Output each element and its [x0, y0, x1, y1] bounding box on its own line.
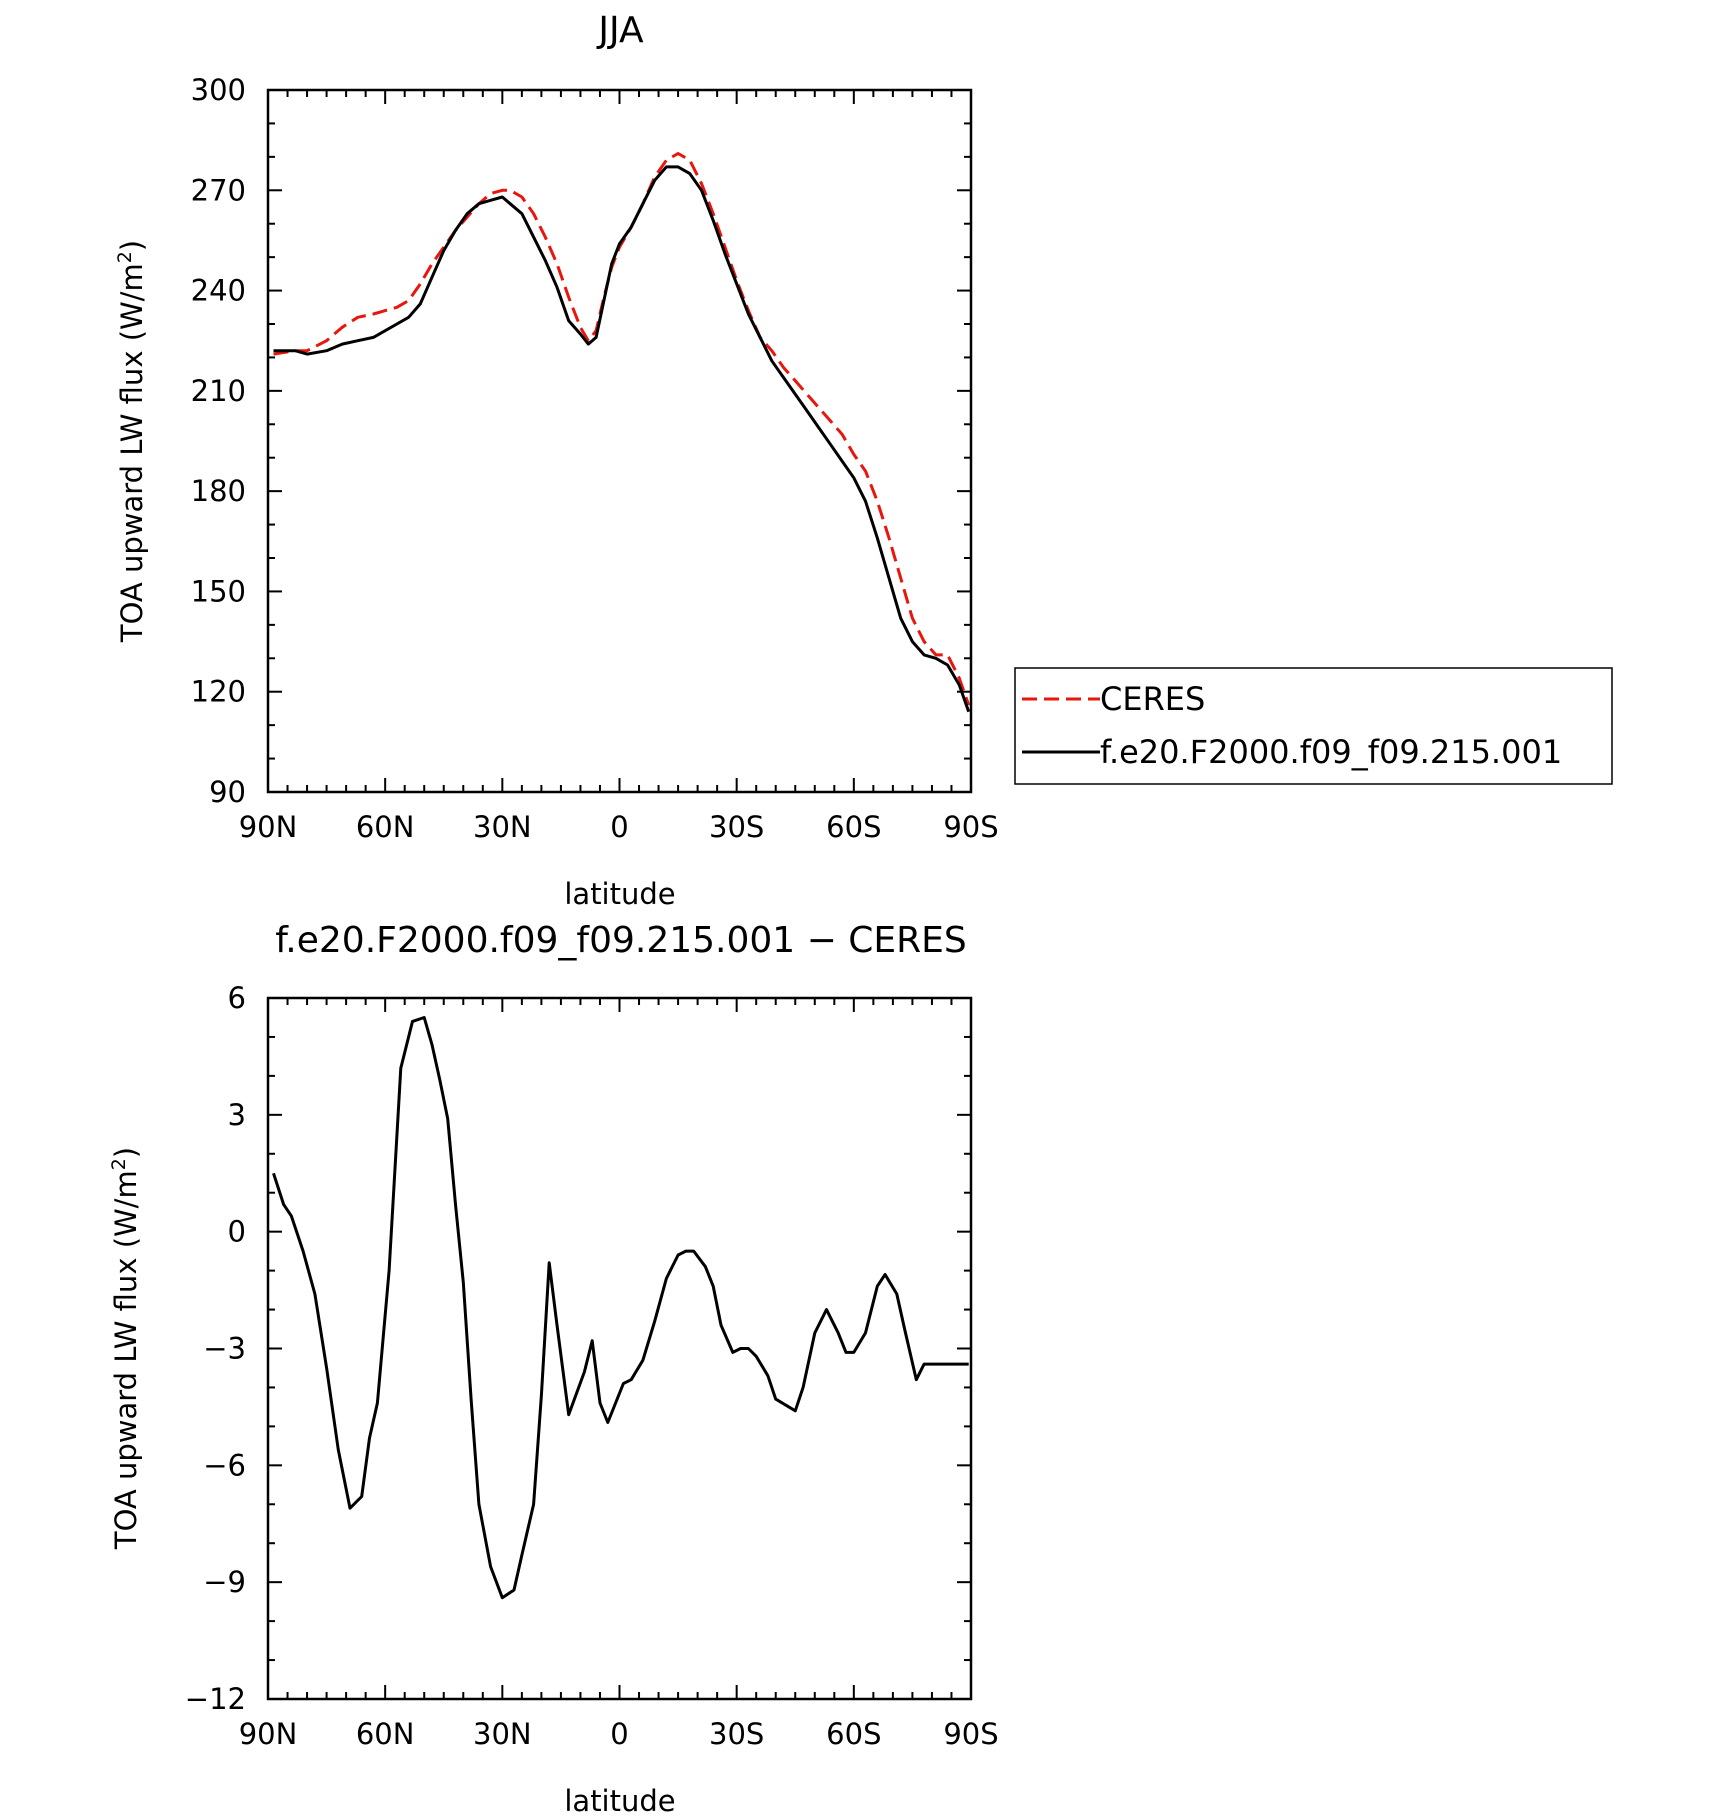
bottom-x-tick-label: 0: [610, 1717, 628, 1751]
top-y-tick-label: 270: [191, 173, 246, 207]
top-y-tick-label: 180: [191, 474, 246, 508]
top-chart-frame: [266, 88, 973, 794]
bottom-y-tick-label: 3: [228, 1098, 246, 1132]
top-chart-series: [273, 152, 971, 713]
bottom-series-line-0: [272, 1016, 969, 1600]
bottom-y-tick-label: 6: [228, 981, 246, 1015]
top-chart-ylabel-main: TOA upward LW flux (W/m: [115, 263, 149, 643]
bottom-y-tick-label: −12: [185, 1682, 246, 1716]
legend: CERES f.e20.F2000.f09_f09.215.001: [1014, 667, 1613, 785]
top-x-tick-label: 60S: [826, 810, 881, 844]
bottom-chart-series: [272, 1016, 969, 1600]
bottom-x-tick-label: 90N: [239, 1717, 298, 1751]
bottom-chart-ylabel-main: TOA upward LW flux (W/m: [109, 1170, 143, 1550]
top-chart-ylabel-close: ): [115, 240, 149, 251]
bottom-chart-xlabel: latitude: [564, 1784, 675, 1816]
bottom-x-tick-label: 60S: [826, 1717, 881, 1751]
bottom-chart-title: f.e20.F2000.f09_f09.215.001 − CERES: [275, 920, 967, 961]
top-x-tick-label: 0: [610, 810, 628, 844]
bottom-chart-ylabel-close: ): [109, 1147, 143, 1158]
bottom-chart-panel: f.e20.F2000.f09_f09.215.001 − CERES 90N 6…: [108, 920, 999, 1816]
legend-label-ceres: CERES: [1100, 680, 1205, 718]
top-x-tick-label: 90S: [943, 810, 998, 844]
bottom-chart-frame: [266, 996, 973, 1701]
bottom-x-tick-label: 60N: [356, 1717, 415, 1751]
top-series-line-0: [273, 152, 971, 706]
top-chart-ylabel-sup: 2: [114, 251, 136, 263]
top-chart-ticks: 90N 60N 30N 0 30S 60S 90S 90 120 150 180 210 240 270 3…: [191, 73, 999, 844]
legend-label-model: f.e20.F2000.f09_f09.215.001: [1100, 733, 1562, 771]
top-chart-ylabel: TOA upward LW flux (W/m2): [114, 240, 149, 643]
bottom-y-tick-label: −9: [203, 1565, 246, 1599]
bottom-x-tick-label: 30N: [473, 1717, 532, 1751]
top-x-tick-label: 30N: [473, 810, 532, 844]
bottom-chart-ylabel-sup: 2: [108, 1158, 130, 1170]
top-chart-title: JJA: [596, 10, 644, 51]
top-y-tick-label: 300: [191, 73, 246, 107]
bottom-x-tick-label: 90S: [943, 1717, 998, 1751]
bottom-y-tick-label: −3: [203, 1332, 246, 1366]
top-chart-panel: JJA 90N 60N 30N 0 30S 60S 90S 90 120 150 180 210 240…: [114, 10, 1613, 911]
bottom-y-tick-label: −6: [203, 1448, 246, 1482]
top-y-tick-label: 240: [191, 274, 246, 308]
top-x-tick-label: 60N: [356, 810, 415, 844]
top-y-tick-label: 150: [191, 574, 246, 608]
legend-box: [1014, 667, 1613, 785]
top-x-tick-label: 90N: [239, 810, 298, 844]
top-x-tick-label: 30S: [709, 810, 764, 844]
top-y-tick-label: 210: [191, 374, 246, 408]
top-y-tick-label: 90: [209, 775, 246, 809]
bottom-y-tick-label: 0: [228, 1215, 246, 1249]
bottom-x-tick-label: 30S: [709, 1717, 764, 1751]
bottom-chart-ylabel: TOA upward LW flux (W/m2): [108, 1147, 143, 1550]
bottom-chart-ticks: 90N 60N 30N 0 30S 60S 90S −12 −9 −6 −3 0 3 6: [185, 981, 999, 1751]
top-y-tick-label: 120: [191, 675, 246, 709]
top-series-line-1: [273, 165, 971, 713]
top-chart-xlabel: latitude: [564, 877, 675, 911]
